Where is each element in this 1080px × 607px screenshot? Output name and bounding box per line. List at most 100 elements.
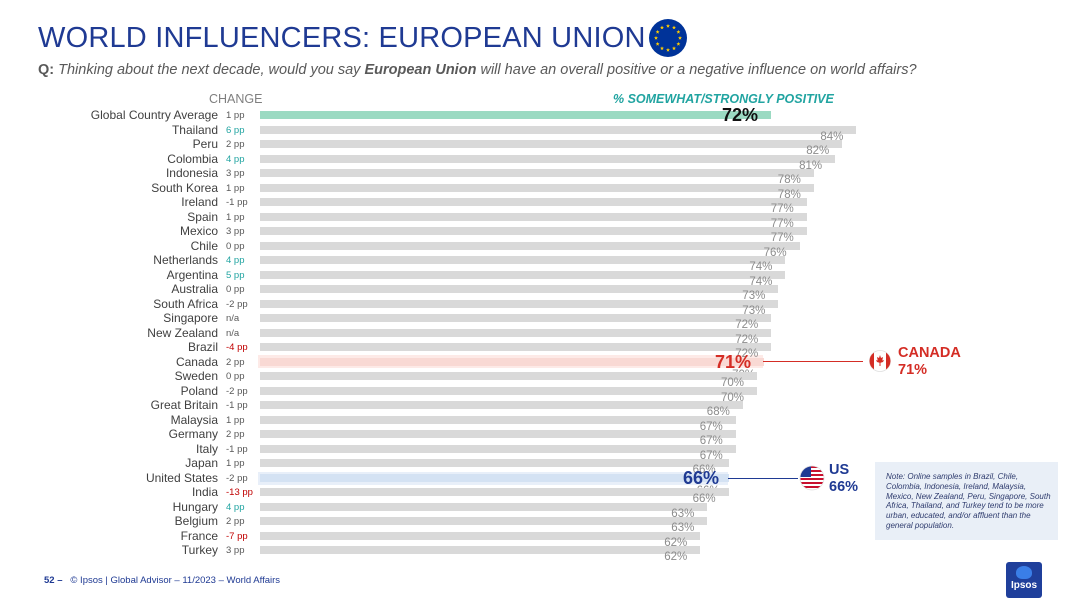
category-label: France xyxy=(180,528,218,543)
bar xyxy=(260,314,772,322)
eu-star xyxy=(655,41,660,46)
eu-star xyxy=(678,35,682,40)
eu-star xyxy=(672,46,676,51)
bar xyxy=(260,241,800,250)
bar-value-label: 70% xyxy=(721,391,745,404)
global-average-value: 72% xyxy=(722,105,759,125)
category-label: Argentina xyxy=(166,267,218,282)
change-column-header: CHANGE xyxy=(209,92,263,106)
bar-value-label: 67% xyxy=(699,435,723,447)
us-flag-icon xyxy=(799,465,825,491)
bar xyxy=(260,169,814,177)
bar xyxy=(260,227,807,235)
change-value: 3 pp xyxy=(226,545,245,556)
bar xyxy=(260,328,772,337)
bar-value-label: 72% xyxy=(735,333,759,346)
us-value-label: 66% xyxy=(683,468,720,488)
bar-value-label: 70% xyxy=(721,377,745,389)
eu-star xyxy=(672,25,676,30)
change-value: 3 pp xyxy=(226,226,245,237)
bar-value-label: 73% xyxy=(742,304,766,317)
category-label: Brazil xyxy=(187,340,218,354)
bar-value-label: 73% xyxy=(742,290,766,302)
bar xyxy=(260,111,772,119)
page-number: 52 – xyxy=(44,575,63,586)
change-value: 4 pp xyxy=(226,501,245,513)
category-label: India xyxy=(191,485,218,499)
bar-value-label: 68% xyxy=(706,406,730,418)
bar xyxy=(260,401,743,409)
bar-value-label: 77% xyxy=(770,232,794,244)
category-label: Italy xyxy=(195,441,218,456)
sample-note: Note: Online samples in Brazil, Chile, C… xyxy=(886,472,1051,530)
category-label: Chile xyxy=(190,238,218,253)
change-value: 0 pp xyxy=(226,371,245,382)
bar-value-label: 67% xyxy=(699,449,723,462)
footer-source: © Ipsos | Global Advisor – 11/2023 – Wor… xyxy=(70,575,281,586)
category-label: Colombia xyxy=(167,151,218,166)
change-value: 1 pp xyxy=(226,458,245,469)
bar xyxy=(260,517,708,525)
category-label: Global Country Average xyxy=(90,108,218,122)
bar-value-label: 78% xyxy=(777,188,801,201)
canada-value-label: 71% xyxy=(715,352,752,372)
category-label: Sweden xyxy=(174,369,218,383)
change-value: -2 pp xyxy=(226,472,248,484)
eu-star xyxy=(666,47,670,52)
category-label: Belgium xyxy=(174,514,218,528)
bar xyxy=(260,372,757,380)
bar-value-label: 72% xyxy=(735,348,759,360)
change-value: -2 pp xyxy=(226,385,248,397)
bar xyxy=(260,270,786,279)
eu-star xyxy=(666,23,670,28)
eu-star xyxy=(676,29,681,34)
category-label: Malaysia xyxy=(170,412,218,427)
change-value: 6 pp xyxy=(226,124,245,136)
category-label: Netherlands xyxy=(153,253,218,267)
category-label: South Africa xyxy=(153,296,218,311)
bar-value-label: 63% xyxy=(671,507,695,520)
bar-value-label: 66% xyxy=(692,464,716,476)
change-value: 0 pp xyxy=(226,284,245,295)
category-label: Poland xyxy=(180,383,218,398)
eu-star xyxy=(676,41,681,46)
bar-value-label: 63% xyxy=(671,522,695,534)
bar xyxy=(260,183,814,192)
bar-value-label: 81% xyxy=(799,159,823,172)
us-callout-name: US xyxy=(829,462,850,478)
change-value: -2 pp xyxy=(226,298,248,310)
question-prefix: Q: xyxy=(38,62,55,78)
bar xyxy=(260,502,708,511)
category-label: Thailand xyxy=(171,122,218,137)
bar-value-label: 82% xyxy=(806,145,830,157)
category-label: Germany xyxy=(168,427,218,441)
change-value: 4 pp xyxy=(226,153,245,165)
change-value: n/a xyxy=(226,327,240,339)
question-subject: European Union xyxy=(364,62,477,78)
positive-column-header: % SOMEWHAT/STRONGLY POSITIVE xyxy=(613,92,834,106)
bar-value-label: 62% xyxy=(664,551,688,563)
category-label: Hungary xyxy=(172,499,218,514)
bar-value-label: 62% xyxy=(664,536,688,549)
bar xyxy=(260,473,729,482)
change-value: -4 pp xyxy=(226,342,248,353)
category-label: Canada xyxy=(175,354,218,369)
bar-value-label: 72% xyxy=(735,319,759,331)
change-value: 5 pp xyxy=(226,269,245,281)
bar-value-label: 67% xyxy=(699,420,723,433)
category-label: Turkey xyxy=(181,543,218,557)
canada-flag-icon xyxy=(869,350,891,372)
category-label: United States xyxy=(145,470,218,485)
bar xyxy=(260,546,701,554)
page-title: WORLD INFLUENCERS: EUROPEAN UNION xyxy=(38,22,646,54)
category-label: South Korea xyxy=(151,180,218,195)
bar xyxy=(260,154,836,163)
category-label: Spain xyxy=(187,209,218,224)
category-label: Japan xyxy=(185,456,218,470)
change-value: -1 pp xyxy=(226,400,248,411)
note-box xyxy=(875,462,1058,540)
bar xyxy=(260,531,701,540)
change-value: -7 pp xyxy=(226,530,248,542)
bar xyxy=(260,415,736,424)
survey-question: Q: Thinking about the next decade, would… xyxy=(38,62,917,78)
